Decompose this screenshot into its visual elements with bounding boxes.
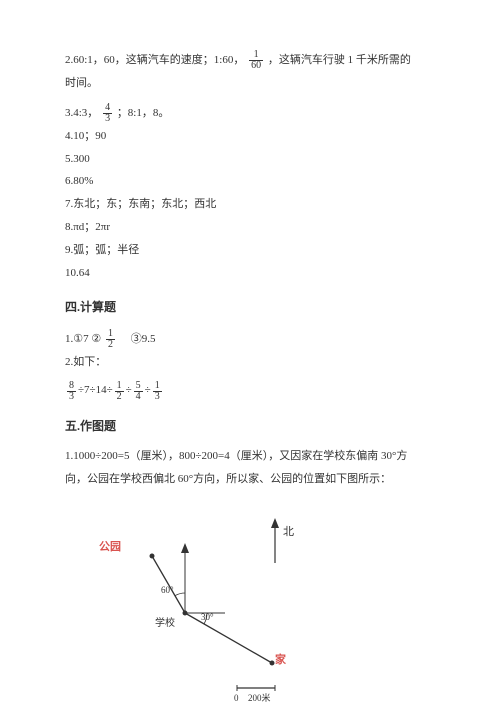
calc1-prefix: 1.①7 ② [65, 333, 101, 345]
a2-suffix: ，这辆汽车行驶 1 千米所需的 [268, 54, 411, 66]
angle-60-label: 60° [161, 582, 174, 598]
answer-3: 3.4:3， 4 3 ；8:1，8。 [65, 103, 435, 124]
section-4-title: 四.计算题 [65, 297, 435, 319]
frac-den: 2 [115, 392, 124, 402]
park-point [150, 553, 155, 558]
answer-9: 9.弧；弧；半径 [65, 241, 435, 261]
eq-frac4: 1 3 [153, 381, 162, 402]
answer-7: 7.东北；东；东南；东北；西北 [65, 195, 435, 215]
eq-op1: ÷7÷14÷ [78, 381, 113, 401]
eq-frac2: 1 2 [115, 381, 124, 402]
eq-op2: ÷ [126, 381, 132, 401]
eq-op3: ÷ [145, 381, 151, 401]
frac-den: 60 [249, 61, 263, 71]
scale-0-label: 0 [234, 690, 239, 706]
frac-den: 3 [103, 114, 112, 124]
answer-8: 8.πd；2πr [65, 218, 435, 238]
home-point [270, 660, 275, 665]
equation-line: 8 3 ÷7÷14÷ 1 2 ÷ 5 4 ÷ 1 3 [65, 381, 435, 402]
diagram-svg [115, 508, 335, 703]
answer-6: 6.80% [65, 172, 435, 192]
drawing1-line1: 1.1000÷200=5（厘米），800÷200=4（厘米），又因家在学校东偏南… [65, 447, 435, 467]
angle-30-label: 30° [201, 609, 214, 625]
a2-prefix: 2.60:1，60，这辆汽车的速度；1:60， [65, 54, 244, 66]
answer-2-line2: 时间。 [65, 74, 435, 94]
north-label: 北 [283, 523, 294, 543]
north-arrow-head [271, 518, 279, 528]
direction-diagram: 公园 北 学校 家 60° 30° 0 200米 [115, 508, 335, 703]
calc1-frac: 1 2 [106, 329, 115, 350]
frac-den: 4 [134, 392, 143, 402]
eq-frac1: 8 3 [67, 381, 76, 402]
home-label: 家 [275, 651, 286, 671]
a2-frac: 1 60 [249, 50, 263, 71]
answer-2: 2.60:1，60，这辆汽车的速度；1:60， 1 60 ，这辆汽车行驶 1 千… [65, 50, 435, 71]
answer-4: 4.10；90 [65, 127, 435, 147]
a3-prefix: 3.4:3， [65, 107, 98, 119]
frac-den: 2 [106, 340, 115, 350]
section-5-title: 五.作图题 [65, 416, 435, 438]
a3-frac: 4 3 [103, 103, 112, 124]
answer-5: 5.300 [65, 150, 435, 170]
school-point [183, 610, 188, 615]
frac-den: 3 [67, 392, 76, 402]
arc-60 [175, 593, 185, 596]
drawing1-line2: 向，公园在学校西偏北 60°方向，所以家、公园的位置如下图所示： [65, 470, 435, 490]
a3-suffix: ；8:1，8。 [117, 107, 170, 119]
home-line [185, 613, 272, 663]
frac-den: 3 [153, 392, 162, 402]
school-label: 学校 [155, 615, 175, 633]
school-north-arrow [181, 543, 189, 553]
eq-frac3: 5 4 [134, 381, 143, 402]
park-label: 公园 [99, 538, 121, 558]
scale-200-label: 200米 [248, 690, 271, 706]
answer-10: 10.64 [65, 264, 435, 284]
calc1-suffix: ③9.5 [120, 333, 156, 345]
calc-2: 2.如下： [65, 353, 435, 373]
calc-1: 1.①7 ② 1 2 ③9.5 [65, 329, 435, 350]
